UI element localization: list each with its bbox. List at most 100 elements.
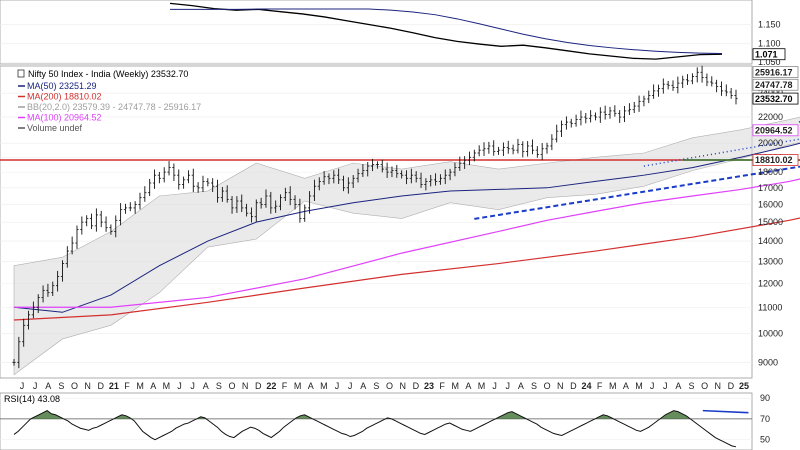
price-legend: Nifty 50 Index - India (Weekly) 23532.70… xyxy=(17,69,201,133)
price-ytick-label: 13000 xyxy=(758,256,783,266)
ratio-lines xyxy=(169,2,723,60)
price-tag-box xyxy=(752,124,799,137)
ratio-grid xyxy=(0,24,752,63)
overlay-ma200 xyxy=(13,217,800,321)
price-overlays xyxy=(0,120,800,321)
price-ytick-label: 15000 xyxy=(758,217,783,227)
x-tick-label: J xyxy=(33,381,38,391)
rsi-legend: RSI(14) 43.08 xyxy=(4,394,60,404)
rsi-ytick-label: 50 xyxy=(760,435,770,445)
x-tick-label: 22 xyxy=(266,381,276,391)
x-tick-label: J xyxy=(335,381,340,391)
x-tick-label: M xyxy=(635,381,643,391)
price-tag-box xyxy=(752,78,799,91)
x-tick-label: A xyxy=(675,381,681,391)
x-tick-label: A xyxy=(150,381,156,391)
x-tick-label: O xyxy=(386,381,393,391)
x-tick-label: D xyxy=(728,381,735,391)
x-tick-label: A xyxy=(360,381,366,391)
rsi-frame xyxy=(0,392,753,450)
x-tick-label: M xyxy=(136,381,144,391)
x-tick-label: J xyxy=(348,381,353,391)
price-tag-label: 25916.17 xyxy=(755,67,793,77)
price-bars xyxy=(12,65,738,369)
price-ytick-label: 22000 xyxy=(758,112,783,122)
x-tick-label: M xyxy=(478,381,486,391)
price-tag-box xyxy=(752,66,799,79)
x-tick-label: N xyxy=(557,381,564,391)
rsi-ytick-label: 70 xyxy=(760,414,770,424)
x-tick-label: M xyxy=(294,381,302,391)
price-tag-label: 23532.70 xyxy=(755,94,793,104)
price-tag-label: 18810.02 xyxy=(755,155,793,165)
x-tick-label: N xyxy=(84,381,91,391)
x-tick-label: S xyxy=(688,381,694,391)
legend-entry: MA(100) 20964.52 xyxy=(27,113,102,123)
overlay-ma50 xyxy=(13,142,800,313)
x-tick-label: S xyxy=(216,381,222,391)
ratio-series-ratio xyxy=(169,2,723,60)
x-tick-label: O xyxy=(701,381,708,391)
overlay-trend-dashed xyxy=(474,165,800,220)
ratio-tag-label: 1.071 xyxy=(755,49,778,59)
x-tick-label: O xyxy=(544,381,551,391)
x-tick-label: M xyxy=(163,381,171,391)
ratio-series-ratio-ma xyxy=(170,8,723,54)
x-tick-label: M xyxy=(609,381,617,391)
price-panel: 2400022000200001900018000170001600015000… xyxy=(0,65,800,379)
ratio-ytick-label: 1.050 xyxy=(758,57,781,67)
price-tag-label: 20964.52 xyxy=(755,125,793,135)
x-tick-label: F xyxy=(124,381,130,391)
overlay-trend-dotted xyxy=(643,138,800,167)
x-tick-label: J xyxy=(190,381,195,391)
x-tick-label: A xyxy=(623,381,629,391)
overlay-ma100 xyxy=(14,178,800,308)
x-tick-label: J xyxy=(20,381,25,391)
x-tick-label: 21 xyxy=(109,381,119,391)
x-tick-label: 24 xyxy=(581,381,591,391)
ratio-ticks: 1.150 1.100 1.050 xyxy=(758,19,781,67)
price-ytick-label: 11000 xyxy=(758,302,782,312)
x-tick-label: J xyxy=(650,381,655,391)
x-tick-label: N xyxy=(714,381,721,391)
rsi-line xyxy=(13,409,749,448)
x-tick-label: S xyxy=(531,381,537,391)
ratio-frame xyxy=(0,0,753,65)
chart-title: Nifty 50 Index - India (Weekly) 23532.70 xyxy=(28,69,188,79)
x-tick-label: D xyxy=(98,381,105,391)
x-tick-label: A xyxy=(518,381,524,391)
price-ytick-label: 9000 xyxy=(758,357,778,367)
x-tick-label: A xyxy=(203,381,209,391)
rsi-ytick-label: 90 xyxy=(760,393,770,403)
x-axis: J J A S O N D 21 F M A M J J A S O N D 22 F M A M J J A S O N D 23 F M A M J… xyxy=(20,381,749,391)
x-tick-label: M xyxy=(320,381,328,391)
legend-entry: MA(200) 18810.02 xyxy=(27,92,102,102)
ratio-tag-box xyxy=(752,48,786,61)
x-tick-label: 25 xyxy=(739,381,749,391)
x-tick-label: D xyxy=(570,381,577,391)
x-tick-label: J xyxy=(492,381,497,391)
x-tick-label: N xyxy=(242,381,249,391)
x-tick-label: A xyxy=(308,381,314,391)
x-tick-label: F xyxy=(439,381,445,391)
bollinger-band xyxy=(13,116,800,376)
x-tick-label: M xyxy=(451,381,459,391)
ratio-ytick-label: 1.100 xyxy=(758,38,781,48)
x-tick-label: D xyxy=(255,381,262,391)
price-tag-box xyxy=(752,92,799,105)
x-tick-label: A xyxy=(465,381,471,391)
x-tick-label: A xyxy=(45,381,51,391)
price-ytick-label: 12000 xyxy=(758,278,783,288)
price-tag-label: 24747.78 xyxy=(755,80,793,90)
x-tick-label: F xyxy=(597,381,603,391)
rsi-divergence-line xyxy=(702,409,749,414)
price-ytick-label: 14000 xyxy=(758,236,783,246)
bollinger-fill xyxy=(13,116,800,376)
x-tick-label: 23 xyxy=(424,381,434,391)
x-tick-label: J xyxy=(663,381,668,391)
x-tick-label: J xyxy=(177,381,182,391)
x-tick-label: F xyxy=(282,381,288,391)
rsi-ticks: 90 70 50 xyxy=(760,393,770,444)
x-tick-label: O xyxy=(71,381,78,391)
